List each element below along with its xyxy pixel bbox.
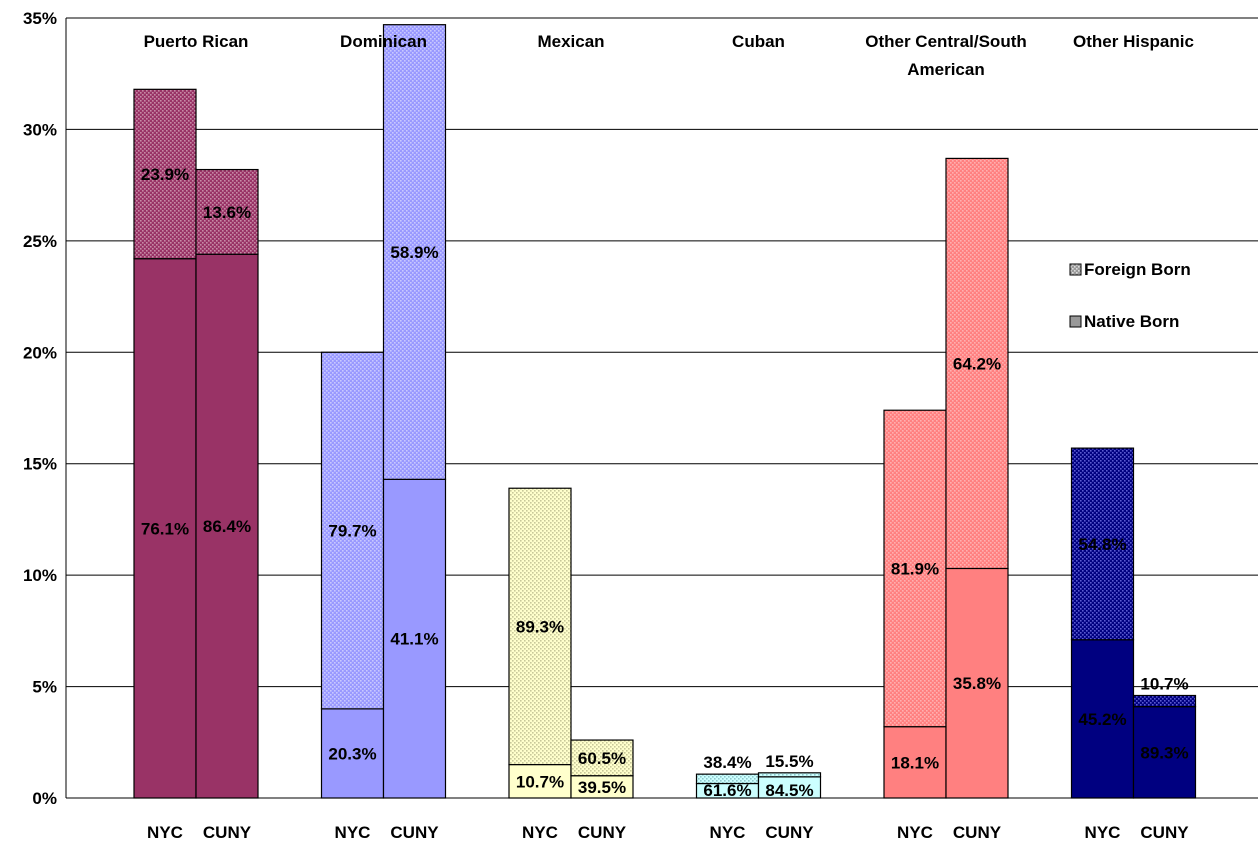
gridlines — [66, 17, 1258, 799]
group-label: American — [907, 60, 984, 79]
bar-native-born — [320, 708, 385, 799]
x-tick-label: CUNY — [765, 823, 814, 842]
y-tick-label: 0% — [32, 789, 57, 808]
bar-native-born — [1070, 639, 1135, 799]
bar-native-born — [195, 253, 259, 799]
segment-label-native: 18.1% — [891, 753, 939, 772]
legend-label: Native Born — [1084, 312, 1179, 331]
bar-foreign-born — [195, 168, 259, 255]
bar-native-born — [1132, 706, 1197, 799]
y-tick-label: 20% — [23, 343, 57, 362]
x-tick-label: NYC — [522, 823, 558, 842]
x-tick-label: CUNY — [203, 823, 252, 842]
x-tick-label: NYC — [335, 823, 371, 842]
bar-foreign-born — [133, 88, 197, 260]
segment-label-foreign: 79.7% — [328, 522, 376, 541]
bar-foreign-born — [1132, 694, 1197, 708]
group-label: Other Hispanic — [1073, 32, 1194, 51]
y-tick-label: 5% — [32, 678, 57, 697]
segment-label-native: 84.5% — [765, 781, 813, 800]
y-axis: 0% 5% 10% 15% 20% 25% 30% 35% — [23, 9, 67, 808]
segment-label-foreign: 13.6% — [203, 203, 251, 222]
segment-label-native: 76.1% — [141, 519, 189, 538]
x-tick-label: NYC — [1085, 823, 1121, 842]
legend-swatch — [1069, 263, 1082, 276]
bar-native-born — [508, 763, 572, 799]
segment-label-native: 61.6% — [703, 781, 751, 800]
x-tick-label: NYC — [710, 823, 746, 842]
y-tick-label: 25% — [23, 232, 57, 251]
bar-foreign-born — [570, 739, 634, 777]
segment-label-native: 35.8% — [953, 674, 1001, 693]
segment-label-foreign: 10.7% — [1140, 674, 1188, 693]
bar-foreign-born — [1070, 447, 1135, 641]
legend-label: Foreign Born — [1084, 260, 1191, 279]
bar-native-born — [945, 567, 1009, 799]
segment-label-native: 41.1% — [390, 630, 438, 649]
x-tick-label: NYC — [147, 823, 183, 842]
x-tick-label: NYC — [897, 823, 933, 842]
y-tick-label: 10% — [23, 566, 57, 585]
bar-foreign-born — [382, 24, 447, 480]
segment-label-native: 86.4% — [203, 517, 251, 536]
segment-label-foreign: 58.9% — [390, 243, 438, 262]
segment-label-native: 20.3% — [328, 744, 376, 763]
group-label: Mexican — [537, 32, 604, 51]
segment-label-foreign: 38.4% — [703, 753, 751, 772]
segment-label-native: 89.3% — [1140, 743, 1188, 762]
legend: Foreign Born Native Born — [1069, 260, 1191, 331]
group-labels: Puerto Rican Dominican Mexican Cuban Other C… — [144, 32, 1194, 79]
segment-labels: 76.1% 23.9% 86.4% 13.6% 20.3% 79.7% 41.1% 58.9%… — [141, 165, 1189, 800]
x-tick-label: CUNY — [578, 823, 627, 842]
bar-foreign-born — [945, 157, 1009, 570]
y-tick-label: 30% — [23, 120, 57, 139]
legend-swatch — [1069, 315, 1082, 328]
group-label: Other Central/South — [865, 32, 1027, 51]
segment-label-native: 10.7% — [516, 772, 564, 791]
bars — [133, 24, 1197, 799]
bar-foreign-born — [508, 487, 572, 766]
y-tick-label: 15% — [23, 455, 57, 474]
x-axis: NYC CUNY NYC CUNY NYC CUNY NYC CUNY NYC CUNY NYC CU… — [147, 823, 1189, 842]
segment-label-foreign: 89.3% — [516, 617, 564, 636]
y-tick-label: 35% — [23, 9, 57, 28]
group-label: Puerto Rican — [144, 32, 249, 51]
group-label: Dominican — [340, 32, 427, 51]
bar-foreign-born — [883, 409, 947, 728]
bar-foreign-born — [757, 772, 822, 778]
group-label: Cuban — [732, 32, 785, 51]
segment-label-foreign: 60.5% — [578, 749, 626, 768]
x-tick-label: CUNY — [953, 823, 1002, 842]
segment-label-native: 45.2% — [1078, 710, 1126, 729]
segment-label-foreign: 23.9% — [141, 165, 189, 184]
x-tick-label: CUNY — [1140, 823, 1189, 842]
segment-label-foreign: 15.5% — [765, 752, 813, 771]
segment-label-foreign: 54.8% — [1078, 535, 1126, 554]
segment-label-foreign: 81.9% — [891, 559, 939, 578]
segment-label-foreign: 64.2% — [953, 354, 1001, 373]
bar-foreign-born — [320, 351, 385, 710]
segment-label-native: 39.5% — [578, 778, 626, 797]
x-tick-label: CUNY — [390, 823, 439, 842]
